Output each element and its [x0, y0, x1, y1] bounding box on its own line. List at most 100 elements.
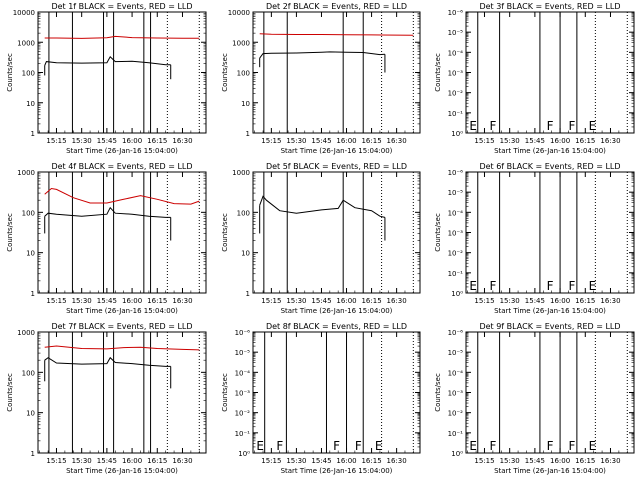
- x-tick-label: 16:30: [600, 137, 620, 145]
- x-tick-label: 15:15: [261, 297, 281, 305]
- y-tick-label: 10⁰: [451, 290, 463, 298]
- x-tick-label: 15:30: [500, 457, 520, 465]
- x-axis-label: Start Time (26-Jan-16 15:04:00): [66, 467, 178, 475]
- y-tick-label: 1000: [232, 169, 250, 177]
- x-tick-label: 16:00: [550, 457, 570, 465]
- y-tick-label: 10⁻⁵: [448, 29, 464, 37]
- y-tick-label: 10⁻⁴: [448, 369, 464, 377]
- series-events: [259, 195, 386, 218]
- x-tick-label: 16:15: [147, 297, 167, 305]
- y-tick-label: 10⁻⁵: [448, 189, 464, 197]
- x-tick-label: 15:15: [474, 457, 494, 465]
- y-axis-label: Counts/sec: [221, 373, 229, 412]
- flag-marker-E: E: [469, 119, 477, 133]
- x-axis-label: Start Time (26-Jan-16 15:04:00): [281, 307, 393, 315]
- plot-frame: [37, 11, 207, 134]
- x-tick-label: 15:30: [286, 137, 306, 145]
- x-axis-label: Start Time (26-Jan-16 15:04:00): [281, 147, 393, 155]
- y-tick-label: 10⁻²: [448, 90, 464, 98]
- y-axis-label: Counts/sec: [6, 213, 14, 252]
- series-lld: [44, 345, 200, 351]
- panel-title: Det 9f BLACK = Events, RED = LLD: [479, 322, 620, 331]
- panel-title: Det 1f BLACK = Events, RED = LLD: [51, 2, 192, 11]
- plot-frame: [465, 171, 635, 294]
- flag-marker-E: E: [469, 279, 477, 293]
- x-tick-label: 15:30: [286, 297, 306, 305]
- x-tick-label: 15:15: [474, 297, 494, 305]
- x-axis-label: Start Time (26-Jan-16 15:04:00): [494, 467, 606, 475]
- y-axis-label: Counts/sec: [221, 53, 229, 92]
- panel-det-3: Det 3f BLACK = Events, RED = LLD 10⁰ 10⁻¹ 1…: [434, 2, 635, 155]
- panel-title: Det 7f BLACK = Events, RED = LLD: [51, 322, 192, 331]
- x-axis-label: Start Time (26-Jan-16 15:04:00): [281, 467, 393, 475]
- y-tick-label: 10: [241, 100, 250, 108]
- flag-marker-F: F: [547, 119, 554, 133]
- y-tick-label: 10⁻⁶: [448, 169, 464, 177]
- x-tick-label: 15:30: [500, 297, 520, 305]
- panel-title: Det 4f BLACK = Events, RED = LLD: [51, 162, 192, 171]
- x-tick-label: 15:45: [525, 457, 545, 465]
- panel-det-2: Det 2f BLACK = Events, RED = LLD 1 10 100 10…: [221, 2, 421, 155]
- x-tick-label: 15:15: [46, 137, 66, 145]
- x-tick-label: 16:00: [122, 297, 142, 305]
- flag-marker-F: F: [568, 279, 575, 293]
- x-axis-label: Start Time (26-Jan-16 15:04:00): [66, 307, 178, 315]
- plot-frame: [37, 331, 207, 454]
- x-tick-label: 15:45: [97, 137, 117, 145]
- series-events: [44, 356, 171, 367]
- y-axis-label: Counts/sec: [6, 373, 14, 412]
- x-tick-label: 15:15: [46, 457, 66, 465]
- panel-title: Det 2f BLACK = Events, RED = LLD: [266, 2, 407, 11]
- series-events: [44, 55, 171, 66]
- y-tick-label: 10⁻³: [448, 70, 464, 78]
- panel-det-4: Det 4f BLACK = Events, RED = LLD 1 10 100 10…: [6, 162, 207, 315]
- x-tick-label: 16:00: [336, 137, 356, 145]
- flag-marker-F: F: [355, 439, 362, 453]
- series-lld: [44, 35, 200, 39]
- y-tick-label: 10⁻⁶: [448, 329, 464, 337]
- x-tick-label: 15:45: [97, 297, 117, 305]
- y-tick-label: 10: [26, 410, 35, 418]
- flag-marker-F: F: [490, 439, 497, 453]
- x-tick-label: 15:45: [97, 457, 117, 465]
- x-tick-label: 15:45: [311, 457, 331, 465]
- x-tick-label: 15:45: [311, 137, 331, 145]
- y-tick-label: 100: [237, 209, 250, 217]
- plot-frame: [252, 11, 421, 134]
- x-tick-label: 16:15: [575, 297, 595, 305]
- x-tick-label: 15:15: [46, 297, 66, 305]
- x-tick-label: 16:30: [387, 457, 407, 465]
- x-tick-label: 16:15: [361, 457, 381, 465]
- y-tick-label: 1000: [232, 39, 250, 47]
- y-tick-label: 10⁻⁶: [235, 329, 251, 337]
- y-tick-label: 10⁻²: [448, 410, 464, 418]
- y-tick-label: 10⁻⁶: [448, 9, 464, 17]
- x-tick-label: 16:00: [550, 297, 570, 305]
- x-tick-label: 16:15: [361, 137, 381, 145]
- x-tick-label: 16:30: [387, 297, 407, 305]
- flag-marker-E: E: [256, 439, 264, 453]
- flag-marker-F: F: [333, 439, 340, 453]
- panel-title: Det 3f BLACK = Events, RED = LLD: [479, 2, 620, 11]
- x-tick-label: 16:30: [600, 297, 620, 305]
- y-tick-label: 1: [246, 290, 250, 298]
- y-tick-label: 10⁻³: [235, 390, 251, 398]
- plot-frame: [465, 331, 635, 454]
- x-tick-label: 16:15: [147, 137, 167, 145]
- y-axis-label: Counts/sec: [434, 213, 442, 252]
- y-tick-label: 10: [241, 250, 250, 258]
- x-tick-label: 15:30: [500, 137, 520, 145]
- y-tick-label: 1000: [17, 329, 35, 337]
- flag-marker-E: E: [469, 439, 477, 453]
- x-tick-label: 16:15: [147, 457, 167, 465]
- panel-det-7: Det 7f BLACK = Events, RED = LLD 1 10 100 10…: [6, 322, 207, 475]
- x-tick-label: 16:30: [600, 457, 620, 465]
- y-tick-label: 10: [26, 250, 35, 258]
- x-tick-label: 16:00: [336, 457, 356, 465]
- x-tick-label: 15:30: [286, 457, 306, 465]
- x-tick-label: 15:45: [311, 297, 331, 305]
- plot-frame: [252, 331, 421, 454]
- series-lld: [44, 187, 200, 205]
- y-tick-label: 100: [237, 70, 250, 78]
- x-tick-label: 16:15: [575, 137, 595, 145]
